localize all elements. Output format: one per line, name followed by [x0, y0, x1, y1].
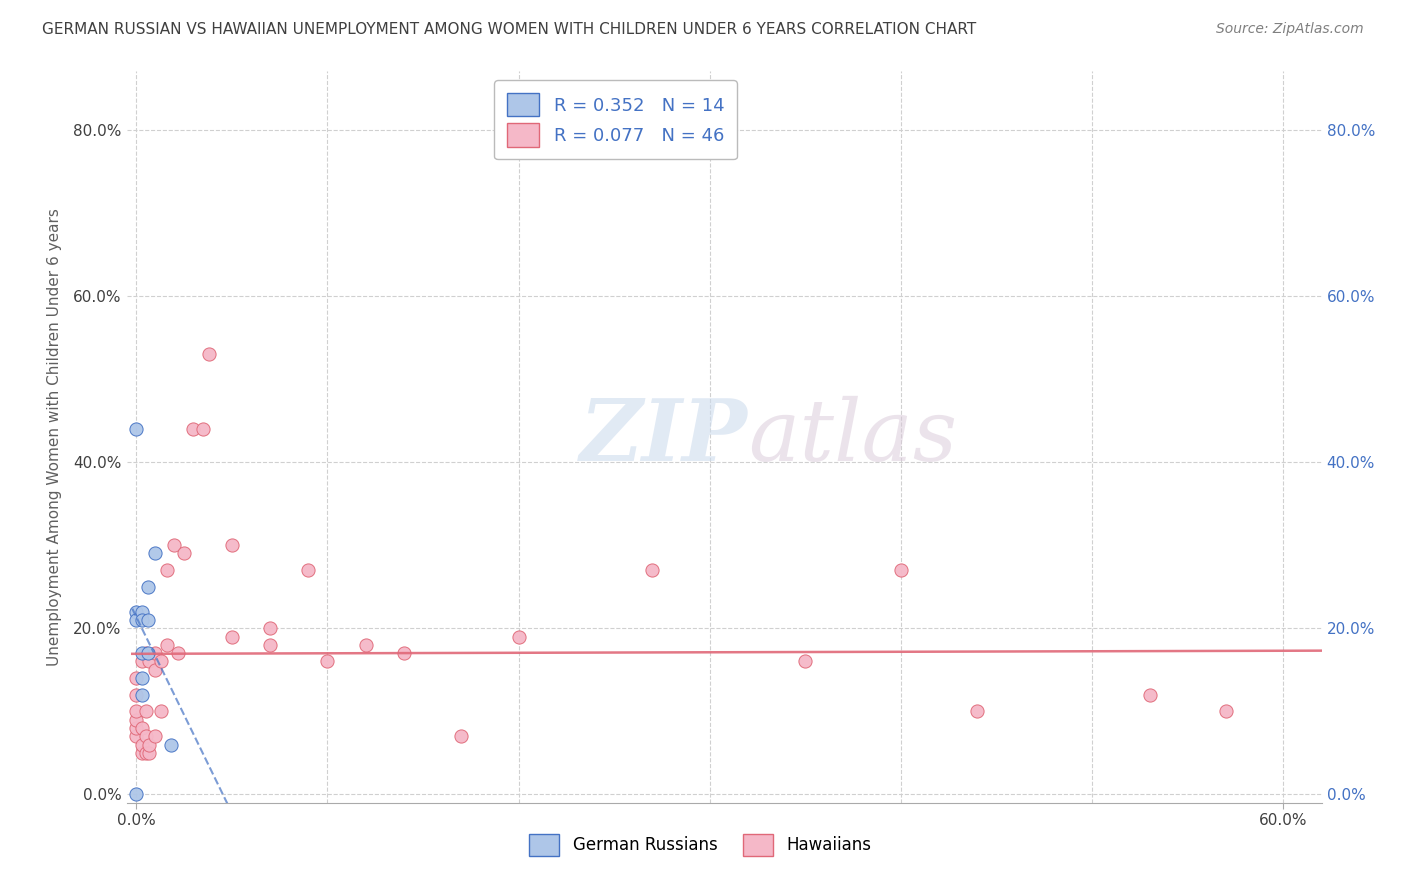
- Point: [131, 688, 153, 702]
- Point: [392, 646, 415, 660]
- Point: [131, 655, 153, 669]
- Point: [316, 655, 339, 669]
- Text: GERMAN RUSSIAN VS HAWAIIAN UNEMPLOYMENT AMONG WOMEN WITH CHILDREN UNDER 6 YEARS : GERMAN RUSSIAN VS HAWAIIAN UNEMPLOYMENT …: [42, 22, 976, 37]
- Point: [508, 630, 530, 644]
- Text: Source: ZipAtlas.com: Source: ZipAtlas.com: [1216, 22, 1364, 37]
- Point: [138, 655, 160, 669]
- Text: ZIP: ZIP: [581, 395, 748, 479]
- Point: [1139, 688, 1161, 702]
- Point: [173, 546, 195, 560]
- Point: [143, 663, 166, 677]
- Point: [159, 738, 181, 752]
- Point: [197, 347, 219, 361]
- Point: [125, 721, 148, 735]
- Point: [1215, 705, 1237, 719]
- Point: [131, 671, 153, 685]
- Point: [149, 655, 172, 669]
- Point: [259, 638, 281, 652]
- Point: [297, 563, 319, 577]
- Point: [191, 422, 214, 436]
- Point: [138, 746, 160, 760]
- Point: [167, 646, 190, 660]
- Point: [125, 729, 148, 743]
- Y-axis label: Unemployment Among Women with Children Under 6 years: Unemployment Among Women with Children U…: [46, 208, 62, 666]
- Point: [136, 580, 159, 594]
- Point: [125, 422, 148, 436]
- Point: [136, 613, 159, 627]
- Point: [125, 705, 148, 719]
- Point: [163, 538, 186, 552]
- Point: [143, 646, 166, 660]
- Point: [131, 613, 153, 627]
- Point: [149, 705, 172, 719]
- Point: [156, 638, 179, 652]
- Text: atlas: atlas: [748, 396, 957, 478]
- Point: [125, 688, 148, 702]
- Point: [354, 638, 377, 652]
- Point: [131, 721, 153, 735]
- Point: [966, 705, 988, 719]
- Point: [890, 563, 912, 577]
- Point: [125, 613, 148, 627]
- Point: [131, 605, 153, 619]
- Point: [794, 655, 817, 669]
- Point: [221, 630, 243, 644]
- Point: [125, 605, 148, 619]
- Point: [183, 422, 205, 436]
- Point: [156, 563, 179, 577]
- Legend: German Russians, Hawaiians: German Russians, Hawaiians: [522, 826, 879, 864]
- Point: [125, 713, 148, 727]
- Point: [135, 729, 157, 743]
- Point: [221, 538, 243, 552]
- Point: [131, 746, 153, 760]
- Point: [135, 705, 157, 719]
- Point: [125, 788, 148, 802]
- Point: [143, 546, 166, 560]
- Point: [143, 729, 166, 743]
- Point: [450, 729, 472, 743]
- Point: [135, 746, 157, 760]
- Point: [135, 646, 157, 660]
- Point: [259, 621, 281, 635]
- Point: [138, 738, 160, 752]
- Point: [125, 671, 148, 685]
- Point: [131, 738, 153, 752]
- Point: [641, 563, 664, 577]
- Point: [131, 646, 153, 660]
- Point: [136, 646, 159, 660]
